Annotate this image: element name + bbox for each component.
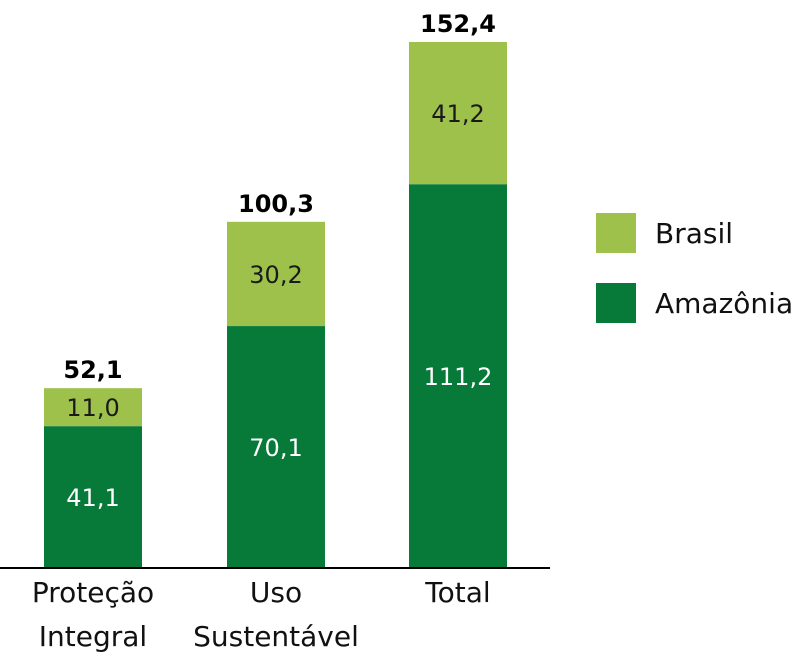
bar-brasil-1 bbox=[44, 388, 142, 427]
category-label-sustentavel: Sustentável bbox=[193, 620, 359, 653]
category-label-uso: Uso bbox=[250, 576, 302, 609]
category-label-total: Total bbox=[424, 576, 490, 609]
category-label-protecao: Proteção bbox=[32, 576, 154, 609]
total-label-2: 100,3 bbox=[238, 190, 314, 218]
bar-brasil-2 bbox=[227, 221, 325, 327]
legend-label-amazonia: Amazônia bbox=[655, 287, 793, 320]
data-label-brasil-3: 41,2 bbox=[431, 100, 484, 128]
category-label-integral: Integral bbox=[39, 620, 147, 653]
bar-amazonia-2 bbox=[227, 326, 325, 568]
legend: Brasil Amazônia bbox=[596, 213, 793, 323]
data-label-amazonia-1: 41,1 bbox=[66, 484, 119, 512]
labels-group: 41,1 11,0 52,1 70,1 30,2 100,3 111,2 41,2 152,4 bbox=[63, 10, 496, 512]
data-label-brasil-1: 11,0 bbox=[66, 394, 119, 422]
data-label-amazonia-2: 70,1 bbox=[249, 434, 302, 462]
bar-brasil-3 bbox=[409, 42, 507, 185]
bars-group bbox=[44, 42, 507, 569]
bar-amazonia-1 bbox=[44, 426, 142, 568]
legend-label-brasil: Brasil bbox=[655, 217, 733, 250]
bar-amazonia-3 bbox=[409, 184, 507, 569]
data-label-amazonia-3: 111,2 bbox=[424, 363, 493, 391]
legend-swatch-brasil bbox=[596, 213, 636, 253]
legend-swatch-amazonia bbox=[596, 283, 636, 323]
category-labels-group: Proteção Integral Uso Sustentável Total bbox=[32, 576, 491, 653]
data-label-brasil-2: 30,2 bbox=[249, 261, 302, 289]
total-label-1: 52,1 bbox=[63, 356, 122, 384]
total-label-3: 152,4 bbox=[420, 10, 496, 38]
